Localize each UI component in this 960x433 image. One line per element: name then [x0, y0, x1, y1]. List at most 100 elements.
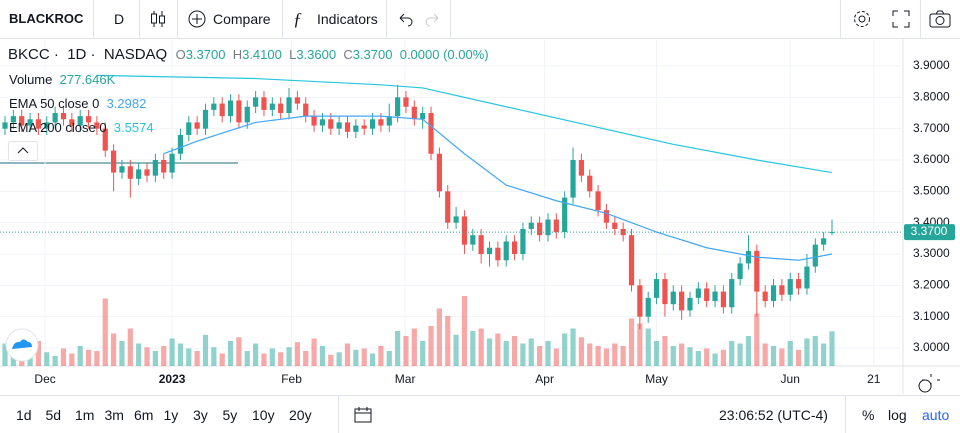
- candle-body: [2, 122, 8, 129]
- separator: [386, 0, 387, 38]
- percent-button[interactable]: %: [862, 407, 875, 423]
- volume-bar: [737, 343, 743, 366]
- legend-interval: 1D: [67, 46, 87, 63]
- candle-body: [528, 222, 534, 229]
- volume-bar: [595, 346, 601, 366]
- range-button[interactable]: 3y: [193, 407, 208, 423]
- snapshot-icon[interactable]: [929, 10, 951, 28]
- candle-body: [44, 122, 50, 129]
- chart-style-icon[interactable]: [149, 9, 167, 29]
- log-button[interactable]: log: [888, 407, 907, 423]
- legend-c-label: C: [343, 47, 353, 62]
- range-button[interactable]: 10y: [252, 407, 275, 423]
- volume-bar: [679, 343, 685, 366]
- axis-settings-icon[interactable]: [918, 374, 940, 393]
- legend-volume: Volume 277.646K: [9, 72, 115, 87]
- candle-body: [244, 106, 250, 123]
- candle-body: [420, 113, 426, 120]
- volume-bar: [119, 341, 125, 366]
- candle-body: [111, 150, 117, 173]
- range-button[interactable]: 6m: [134, 407, 154, 423]
- separator: [93, 0, 94, 38]
- compare-icon[interactable]: [187, 9, 207, 29]
- last-price-box: [904, 224, 955, 241]
- bottom-bar: 1d 5d 1m 3m 6m 1y 3y 5y 10y 20y 23:06:52 (UTC-4) …: [0, 395, 960, 433]
- candle-body: [77, 116, 83, 126]
- volume-bar: [503, 341, 509, 366]
- volume-bar: [311, 338, 317, 366]
- candle-body: [762, 291, 768, 302]
- range-button[interactable]: 5d: [45, 407, 62, 423]
- auto-button[interactable]: auto: [922, 407, 950, 423]
- candle-body: [821, 238, 827, 245]
- candle-body: [211, 103, 217, 110]
- range-button[interactable]: 1y: [163, 407, 179, 423]
- separator: [282, 0, 283, 38]
- range-button[interactable]: 1d: [16, 407, 32, 423]
- range-button[interactable]: 3m: [104, 407, 124, 423]
- legend-c: 3.3700: [352, 47, 393, 62]
- compare-button[interactable]: Compare: [213, 11, 271, 27]
- candle-body: [428, 113, 434, 154]
- legend-h-label: H: [232, 47, 243, 62]
- date-range-icon[interactable]: [354, 407, 372, 423]
- candle-body: [311, 116, 317, 126]
- ema200-label: EMA 200 close 0: [9, 120, 107, 135]
- volume-bar: [60, 348, 67, 366]
- volume-bar: [570, 328, 576, 366]
- candle-body: [19, 116, 25, 126]
- range-button[interactable]: 1m: [75, 407, 95, 423]
- candle-body: [35, 119, 42, 129]
- candle-body: [85, 116, 92, 123]
- volume-bar: [211, 347, 217, 366]
- candle-body: [294, 97, 300, 104]
- candle-body: [445, 191, 451, 223]
- candle-body: [503, 241, 509, 261]
- price-tick-label: 3.7000: [913, 121, 950, 135]
- settings-icon[interactable]: [852, 9, 872, 29]
- time-tick-label: 21: [867, 372, 881, 386]
- candle-body: [628, 235, 635, 286]
- candle-body: [319, 119, 326, 126]
- volume-bar: [553, 348, 559, 366]
- clock: 23:06:52 (UTC-4): [719, 407, 828, 423]
- volume-bar: [520, 343, 526, 366]
- ema50-value: 3.2982: [106, 96, 147, 111]
- volume-bar: [829, 331, 835, 366]
- candle-body: [378, 119, 384, 126]
- price-tick-label: 3.5000: [913, 184, 950, 198]
- ema50-label: EMA 50 close 0: [9, 96, 100, 111]
- volume-bar: [219, 353, 225, 366]
- volume-bar: [779, 348, 785, 366]
- volume-bar: [420, 341, 426, 366]
- range-button[interactable]: 5y: [222, 407, 238, 423]
- range-button[interactable]: 20y: [289, 407, 312, 423]
- volume-bar: [278, 352, 284, 366]
- volume-bar: [69, 353, 75, 366]
- volume-bar: [653, 341, 660, 366]
- volume-bar: [645, 328, 651, 366]
- fullscreen-icon[interactable]: [892, 10, 910, 28]
- separator: [920, 0, 921, 38]
- candle-body: [136, 169, 142, 179]
- legend-collapse[interactable]: [8, 141, 38, 161]
- volume-bar: [336, 352, 342, 366]
- candle-body: [436, 153, 442, 192]
- candle-body: [779, 285, 785, 295]
- candle-body: [595, 191, 601, 211]
- volume-bar: [603, 348, 610, 366]
- candle-body: [278, 103, 284, 114]
- legend-o: 3.3700: [185, 47, 226, 62]
- undo-redo[interactable]: [396, 11, 442, 27]
- volume-bar: [261, 353, 267, 366]
- candle-body: [545, 219, 551, 236]
- candle-body: [144, 169, 150, 176]
- time-tick-label: Dec: [34, 372, 55, 386]
- candle-body: [461, 216, 468, 245]
- symbol-search[interactable]: BLACKROC: [9, 11, 84, 26]
- interval-button[interactable]: D: [114, 11, 125, 27]
- volume-bar: [578, 337, 584, 366]
- indicators-button[interactable]: Indicators: [317, 11, 378, 27]
- candle-body: [236, 100, 242, 123]
- volume-bar: [628, 318, 635, 366]
